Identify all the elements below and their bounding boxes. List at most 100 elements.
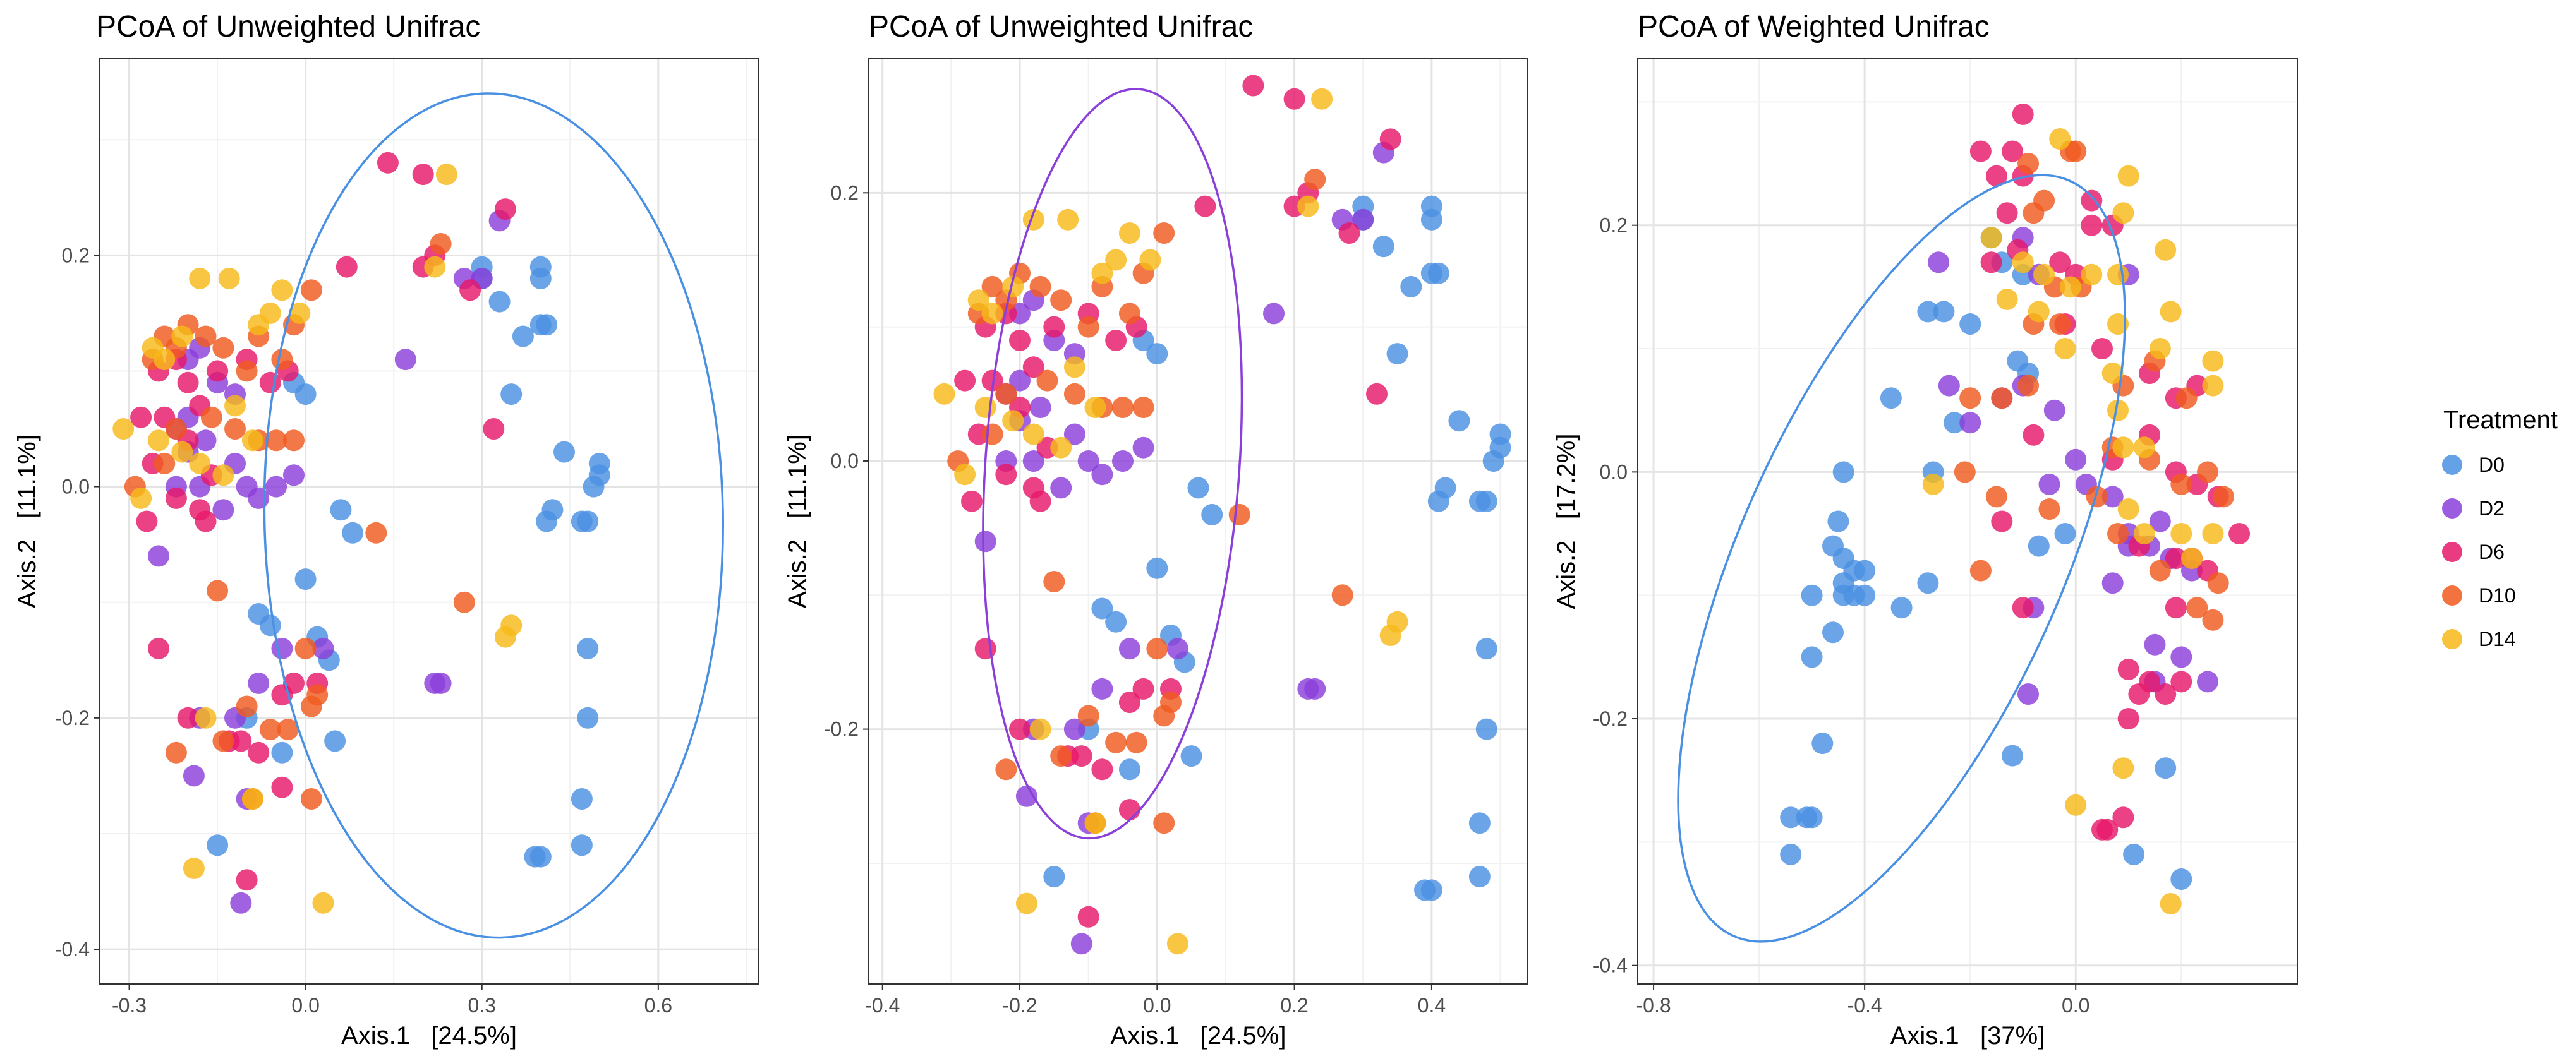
x-tick-label: 0.0 (2062, 994, 2089, 1017)
data-point-d6 (195, 510, 217, 532)
data-point-d6 (2112, 806, 2134, 829)
data-point-d6 (981, 369, 1003, 392)
panel-border (99, 58, 759, 985)
data-point-d0 (1475, 718, 1497, 740)
data-point-d0 (1959, 313, 1981, 335)
data-point-d10 (1029, 275, 1051, 297)
data-point-d14 (1063, 356, 1085, 378)
data-point-d10 (2186, 597, 2208, 619)
data-point-d6 (459, 279, 481, 301)
data-point-d0 (577, 637, 599, 659)
data-point-d6 (1029, 490, 1051, 512)
x-tick-label: 0.0 (1143, 994, 1171, 1017)
y-tick-label: -0.2 (824, 718, 859, 741)
data-point-d2 (248, 672, 270, 694)
data-point-d10 (2207, 572, 2229, 594)
y-tick-label: -0.4 (1593, 954, 1628, 977)
data-point-d2 (195, 429, 217, 452)
confidence-ellipse-d0 (1677, 174, 2126, 943)
data-point-d2 (1132, 436, 1154, 459)
y-axis-title: Axis.2 [17.2%] (1552, 434, 1580, 609)
chart-title: PCoA of Weighted Unifrac (1638, 10, 1990, 44)
chart-panel-3: PCoA of Weighted Unifrac -0.8 -0.4 0.0 -0.4 -… (1552, 10, 2298, 1050)
data-point-d0 (1780, 843, 1802, 865)
data-point-d2 (2038, 473, 2060, 495)
x-axis-title: Axis.1 [37%] (1890, 1022, 2045, 1050)
y-tick-label: 0.2 (831, 181, 859, 204)
data-point-d2 (2170, 646, 2192, 668)
data-point-d0 (553, 441, 575, 463)
data-point-d2 (212, 499, 234, 521)
data-point-d10 (2086, 486, 2108, 508)
data-point-d6 (2117, 708, 2139, 729)
data-point-d10 (2197, 461, 2218, 483)
data-point-d0 (1400, 275, 1422, 297)
y-tick-label: 0.0 (1600, 460, 1628, 483)
data-point-d6 (1985, 165, 2007, 187)
x-axis-title: Axis.1 [24.5%] (1111, 1022, 1286, 1050)
data-point-d0 (1475, 638, 1497, 660)
data-point-d14 (271, 279, 293, 301)
data-point-d2 (1352, 208, 1374, 231)
data-point-d0 (1146, 557, 1168, 579)
data-point-d14 (1002, 410, 1024, 432)
data-point-d10 (2023, 202, 2045, 224)
data-point-d14 (2028, 301, 2050, 323)
data-point-d14 (2112, 757, 2134, 779)
data-point-d10 (224, 418, 246, 440)
data-point-d2 (183, 765, 205, 787)
data-point-d0 (1468, 866, 1491, 888)
data-point-d14 (1139, 249, 1161, 271)
series-d14 (112, 164, 523, 914)
data-point-d0 (1482, 450, 1504, 472)
x-tick-label: -0.3 (112, 994, 147, 1017)
data-point-d14 (212, 464, 234, 486)
data-point-d14 (2101, 363, 2124, 385)
legend-label-d2: D2 (2479, 497, 2505, 520)
data-point-d6 (248, 741, 270, 764)
data-point-d14 (2202, 523, 2224, 544)
y-tick-label: -0.4 (55, 938, 90, 961)
data-point-d6 (2155, 683, 2177, 705)
data-point-d0 (500, 383, 523, 405)
data-point-d6 (2012, 103, 2034, 125)
data-point-d14 (189, 267, 211, 289)
data-point-d0 (536, 314, 558, 336)
data-point-d14 (2059, 276, 2081, 298)
data-point-d0 (1933, 301, 1955, 323)
data-point-d0 (2155, 757, 2177, 779)
data-point-d0 (541, 499, 564, 521)
data-point-d0 (1890, 597, 1913, 619)
data-point-d0 (1043, 866, 1065, 888)
data-point-d10 (2065, 140, 2087, 162)
chart-title: PCoA of Unweighted Unifrac (869, 10, 1253, 44)
data-point-d0 (512, 325, 534, 347)
data-point-d0 (294, 568, 317, 590)
x-tick-label: 0.4 (1418, 994, 1446, 1017)
data-point-d2 (1050, 477, 1072, 499)
data-point-d0 (1420, 879, 1442, 901)
data-point-d14 (1311, 88, 1333, 110)
data-point-d10 (1304, 169, 1326, 191)
legend-dot-d2 (2442, 498, 2462, 519)
data-point-d6 (2165, 548, 2187, 570)
data-point-d14 (2012, 251, 2034, 273)
data-point-d0 (1822, 621, 1844, 644)
data-point-d10 (453, 591, 475, 613)
data-point-d2 (230, 892, 252, 914)
data-point-d0 (1780, 806, 1802, 829)
data-point-d2 (2144, 633, 2166, 656)
data-point-d0 (588, 452, 610, 474)
data-point-d10 (2170, 473, 2192, 495)
data-point-d6 (1991, 510, 2013, 532)
data-point-d14 (1980, 227, 2002, 249)
data-point-d10 (1228, 503, 1250, 525)
data-point-d0 (1105, 611, 1127, 633)
data-point-d10 (212, 730, 234, 752)
data-point-d0 (1201, 503, 1223, 525)
data-point-d0 (1386, 343, 1408, 365)
chart-title: PCoA of Unweighted Unifrac (96, 10, 480, 44)
legend-item-d2: D2 (2436, 492, 2505, 525)
data-point-d0 (324, 730, 346, 752)
legend-dot-d6 (2442, 542, 2462, 562)
